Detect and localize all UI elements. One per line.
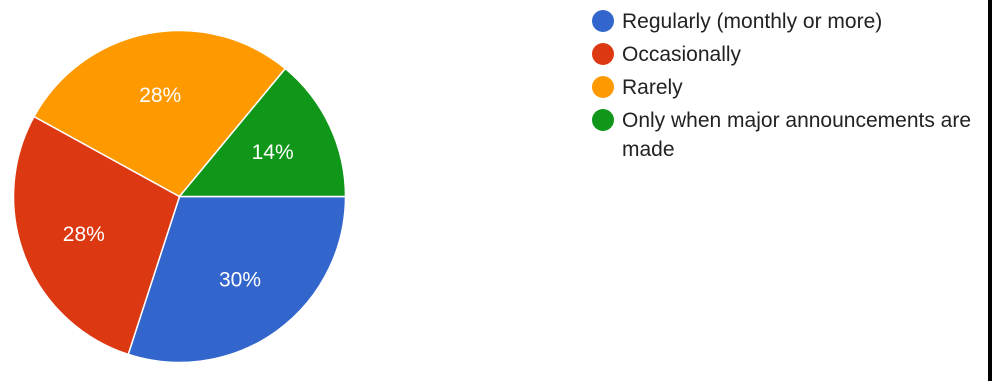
legend-label-rarely: Rarely	[622, 76, 683, 99]
pie-slice-label-regularly-monthly-or-more: 30%	[219, 268, 261, 291]
pie-slice-only-when-major-announcements-are-made[interactable]	[177, 67, 347, 198]
legend-swatch-regularly	[592, 10, 614, 32]
legend-swatch-rarely	[592, 76, 614, 98]
pie-slices	[12, 29, 347, 364]
pie-slice-rarely[interactable]	[33, 29, 287, 198]
legend-swatch-occasionally	[592, 43, 614, 65]
legend-label-occasionally: Occasionally	[622, 43, 742, 66]
pie-slice-regularly-monthly-or-more[interactable]	[127, 195, 347, 364]
legend-item-rarely[interactable]: Rarely	[592, 73, 992, 106]
legend-label-regularly: Regularly (monthly or more)	[622, 10, 883, 33]
pie-slice-label-rarely: 28%	[139, 84, 181, 107]
legend-item-regularly[interactable]: Regularly (monthly or more)	[592, 7, 992, 40]
pie-slice-occasionally[interactable]	[12, 115, 181, 356]
legend-item-occasionally[interactable]: Occasionally	[592, 40, 992, 73]
legend-item-major-announcements[interactable]: Only when major announcements are made	[592, 106, 992, 164]
pie-slice-label-only-when-major-announcements-are-made: 14%	[252, 141, 294, 164]
pie-slice-label-occasionally: 28%	[63, 223, 105, 246]
legend-swatch-major-announcements	[592, 109, 614, 131]
pie-labels: 30% 28% 28% 14%	[63, 84, 294, 291]
chart-legend: Regularly (monthly or more) Occasionally…	[592, 7, 992, 164]
legend-label-major-announcements: Only when major announcements are made	[622, 109, 972, 161]
right-edge-border	[988, 0, 992, 381]
